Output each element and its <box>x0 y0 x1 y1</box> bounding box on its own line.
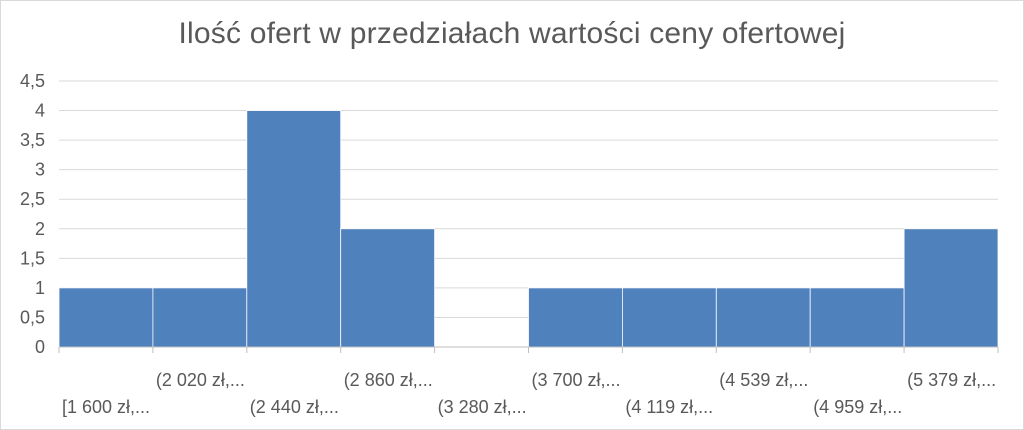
x-tick-label: (3 280 zł,... <box>438 397 527 417</box>
bar <box>340 228 436 348</box>
chart-title: Ilość ofert w przedziałach wartości ceny… <box>178 17 846 50</box>
y-tick-label: 4,5 <box>20 71 45 91</box>
x-tick-label: [1 600 zł,... <box>62 397 150 417</box>
x-tick-label: (2 020 zł,... <box>156 370 245 390</box>
bar <box>715 287 811 348</box>
y-tick-label: 4 <box>35 101 45 121</box>
y-tick-label: 0,5 <box>20 307 45 327</box>
bar <box>58 287 154 348</box>
y-tick-label: 1 <box>35 278 45 298</box>
bar <box>246 110 342 348</box>
axes <box>58 346 999 353</box>
bar <box>152 287 248 348</box>
bar <box>528 287 623 348</box>
y-tick-labels: 0 0,5 1 1,5 2 2,5 3 3,5 4 4,5 <box>20 71 45 357</box>
y-tick-label: 1,5 <box>20 248 45 268</box>
x-tick-label: (5 379 zł,... <box>907 370 996 390</box>
y-tick-label: 2,5 <box>20 189 45 209</box>
bar <box>622 287 717 348</box>
x-tick-label: (2 440 zł,... <box>250 397 339 417</box>
x-tick-label: (2 860 zł,... <box>344 370 433 390</box>
x-tick-labels: [1 600 zł,...(2 020 zł,...(2 440 zł,...(… <box>62 370 996 417</box>
x-tick-label: (4 119 zł,... <box>625 397 713 417</box>
bar <box>809 287 905 348</box>
x-tick-label: (4 539 zł,... <box>719 370 808 390</box>
bars <box>58 110 999 348</box>
y-tick-label: 0 <box>35 337 45 357</box>
y-tick-label: 3,5 <box>20 130 45 150</box>
y-tick-label: 3 <box>35 160 45 180</box>
x-tick-label: (3 700 zł,... <box>532 370 621 390</box>
y-tick-label: 2 <box>35 219 45 239</box>
bar <box>903 228 999 348</box>
gridlines <box>59 80 998 318</box>
x-tick-label: (4 959 zł,... <box>813 397 902 417</box>
